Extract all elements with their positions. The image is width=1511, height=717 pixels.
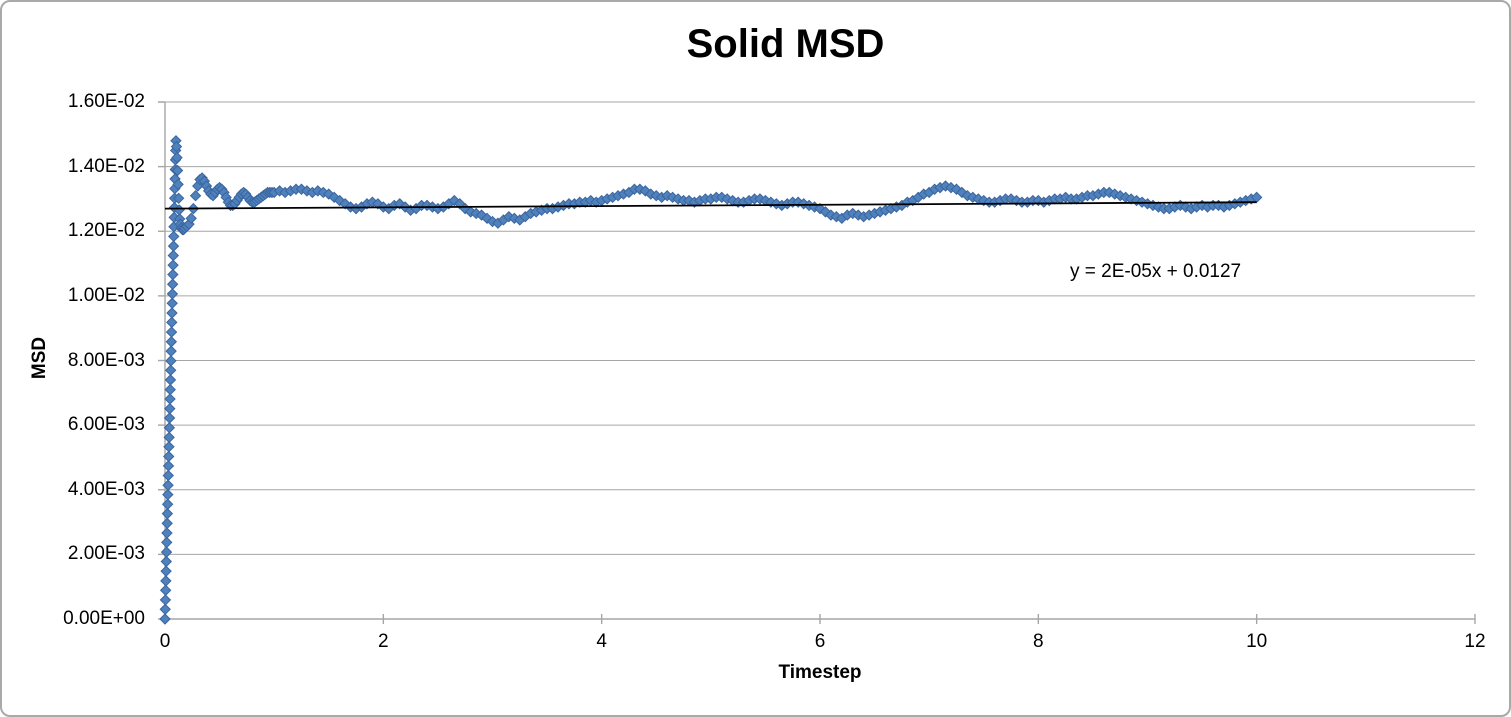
data-point-marker [162,469,174,482]
trendline-equation-label[interactable]: y = 2E-05x + 0.0127 [1070,261,1242,282]
series-markers[interactable] [159,135,1263,625]
x-tick-label: 10 [1246,631,1268,652]
data-point-marker [165,345,177,357]
data-point-marker [159,594,172,606]
data-point-marker [161,527,173,539]
data-point-marker [172,192,185,204]
data-point-marker [164,402,176,415]
data-point-marker [171,151,183,164]
data-point-marker [164,383,176,396]
data-point-marker [167,259,179,271]
data-point-marker [166,278,179,290]
data-point-marker [448,194,460,207]
data-point-marker [163,441,175,453]
data-point-marker [164,393,176,405]
gridlines [165,101,1475,555]
data-point-marker [171,164,184,177]
data-point-marker [160,575,172,587]
y-tick-label: 0.00E+00 [63,608,145,629]
y-tick-label: 1.20E-02 [67,220,145,242]
chart-title[interactable]: Solid MSD [686,22,885,66]
data-point-marker [166,307,178,319]
y-tick-label: 6.00E-03 [67,414,145,436]
y-tick-label: 1.00E-02 [67,284,145,306]
data-point-marker [161,536,173,549]
data-point-marker [164,374,177,386]
data-point-marker [166,316,178,329]
data-point-marker [159,584,172,596]
data-point-marker [160,546,173,558]
data-point-marker [167,268,179,281]
x-tick-label: 8 [1033,631,1044,652]
data-point-marker [323,188,335,200]
data-point-marker [956,186,968,199]
data-point-marker [165,326,178,338]
data-point-marker [166,288,179,300]
data-point-marker [163,412,176,424]
data-point-marker [819,206,832,218]
data-point-marker [170,140,183,153]
data-point-marker [189,189,202,202]
x-axis-title[interactable]: Timestep [778,662,862,683]
data-point-marker [165,355,177,367]
data-point-marker [160,555,173,568]
data-point-marker [162,460,175,472]
data-point-marker [172,178,184,191]
data-point-marker [167,240,180,252]
axis-lines [158,101,1476,624]
data-point-marker [1250,191,1263,204]
data-point-marker [160,565,172,577]
y-tick-label: 4.00E-03 [67,478,145,500]
data-point-marker [163,422,176,434]
y-tick-label: 8.00E-03 [67,349,145,371]
data-point-marker [192,180,204,192]
trendline[interactable] [164,201,1257,210]
x-tick-label: 2 [378,631,389,652]
data-point-marker [162,488,174,501]
x-tick-label: 12 [1464,631,1486,652]
data-point-marker [164,364,177,376]
y-tick-label: 2.00E-03 [67,543,145,565]
data-point-marker [333,194,346,207]
x-tick-label: 0 [159,631,171,652]
data-point-marker [166,297,178,310]
y-tick-label: 1.40E-02 [67,155,145,177]
data-point-marker [168,230,180,243]
data-point-marker [159,613,171,625]
data-point-marker [159,603,171,616]
data-point-marker [185,212,197,225]
x-tick-label: 4 [596,631,607,652]
data-point-marker [163,431,175,444]
data-point-marker [162,479,174,491]
data-point-marker [481,212,493,225]
x-tick-label: 6 [814,631,826,652]
data-point-marker [163,450,175,463]
data-point-marker [161,498,174,510]
y-tick-label: 1.60E-02 [67,91,145,112]
data-point-marker [161,517,173,530]
data-point-marker [161,507,174,520]
data-point-marker [165,336,178,348]
data-point-marker [167,249,180,262]
